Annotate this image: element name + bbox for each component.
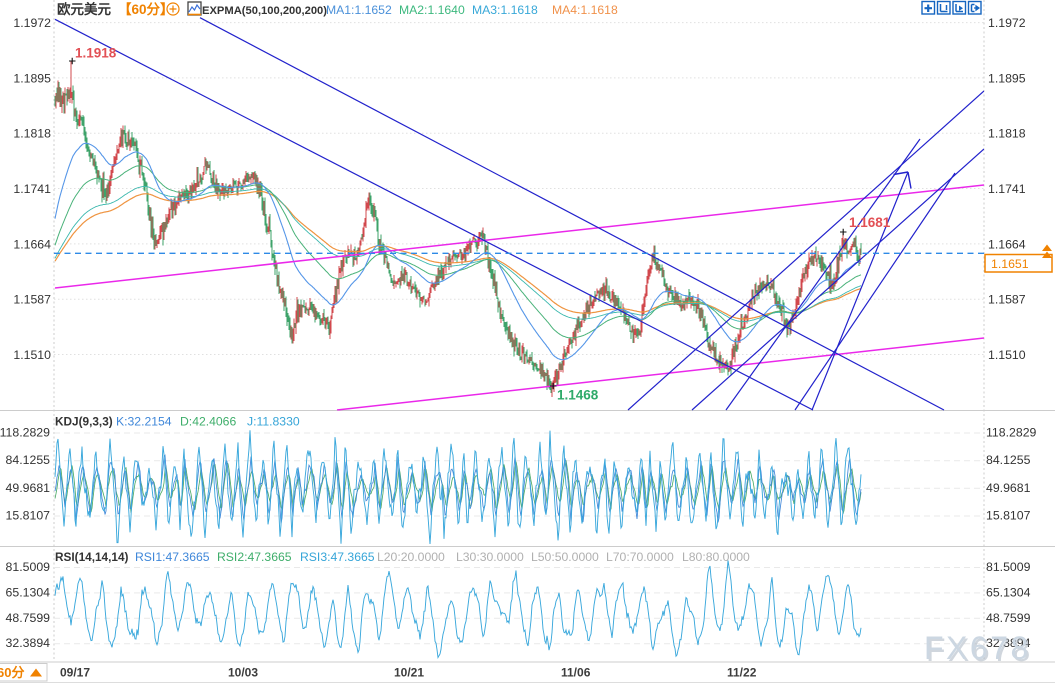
svg-text:KDJ(9,3,3): KDJ(9,3,3) [55, 415, 113, 429]
svg-text:1.1918: 1.1918 [75, 46, 117, 61]
svg-text:32.3894: 32.3894 [986, 636, 1031, 650]
svg-text:K:32.2154: K:32.2154 [116, 415, 172, 429]
svg-text:L50:50.0000: L50:50.0000 [531, 550, 599, 564]
svg-text:10/21: 10/21 [394, 666, 424, 680]
svg-text:1.1681: 1.1681 [849, 215, 891, 230]
svg-text:RSI2:47.3665: RSI2:47.3665 [217, 550, 292, 564]
svg-text:RSI(14,14,14): RSI(14,14,14) [55, 550, 129, 564]
svg-text:1.1587: 1.1587 [13, 293, 51, 307]
svg-text:1.1895: 1.1895 [13, 71, 51, 85]
svg-text:欧元美元: 欧元美元 [57, 1, 111, 17]
svg-text:11/06: 11/06 [561, 666, 591, 680]
svg-text:1.1818: 1.1818 [988, 127, 1026, 141]
svg-text:15.8107: 15.8107 [986, 509, 1031, 523]
svg-text:1.1651: 1.1651 [991, 257, 1029, 271]
svg-text:65.1304: 65.1304 [986, 585, 1031, 599]
svg-text:MA3:1.1618: MA3:1.1618 [472, 3, 538, 17]
svg-text:15.8107: 15.8107 [6, 509, 51, 523]
svg-text:1.1741: 1.1741 [13, 182, 51, 196]
svg-text:1.1741: 1.1741 [988, 182, 1026, 196]
svg-text:1.1972: 1.1972 [13, 16, 51, 30]
svg-text:【60分】: 【60分】 [118, 2, 174, 17]
svg-text:EXPMA(50,100,200,200): EXPMA(50,100,200,200) [202, 5, 327, 17]
svg-text:118.2829: 118.2829 [0, 426, 50, 440]
svg-text:1.1510: 1.1510 [988, 348, 1026, 362]
svg-text:65.1304: 65.1304 [6, 585, 51, 599]
svg-text:1.1895: 1.1895 [988, 71, 1026, 85]
svg-text:1.1818: 1.1818 [13, 127, 51, 141]
svg-text:1.1664: 1.1664 [988, 237, 1026, 251]
svg-text:MA2:1.1640: MA2:1.1640 [399, 3, 465, 17]
svg-text:RSI3:47.3665: RSI3:47.3665 [300, 550, 375, 564]
svg-text:81.5009: 81.5009 [986, 560, 1031, 574]
svg-text:1.1664: 1.1664 [13, 237, 51, 251]
svg-text:FX678: FX678 [924, 630, 1031, 666]
svg-text:11/22: 11/22 [727, 666, 757, 680]
svg-text:L20:20.0000: L20:20.0000 [377, 550, 445, 564]
svg-text:L80:80.0000: L80:80.0000 [682, 550, 750, 564]
svg-text:MA4:1.1618: MA4:1.1618 [552, 3, 618, 17]
svg-text:1.1972: 1.1972 [988, 16, 1026, 30]
svg-text:48.7599: 48.7599 [986, 611, 1031, 625]
svg-text:MA1:1.1652: MA1:1.1652 [326, 3, 392, 17]
svg-text:D:42.4066: D:42.4066 [180, 415, 236, 429]
svg-text:1.1468: 1.1468 [557, 388, 599, 403]
svg-text:1.1587: 1.1587 [988, 293, 1026, 307]
svg-text:60分: 60分 [0, 665, 24, 680]
svg-text:09/17: 09/17 [60, 666, 90, 680]
svg-text:10/03: 10/03 [228, 666, 258, 680]
svg-text:1.1510: 1.1510 [13, 348, 51, 362]
svg-text:48.7599: 48.7599 [6, 611, 51, 625]
svg-text:J:11.8330: J:11.8330 [247, 415, 300, 429]
svg-text:84.1255: 84.1255 [6, 453, 51, 467]
svg-text:L30:30.0000: L30:30.0000 [456, 550, 524, 564]
svg-text:FX678: FX678 [926, 632, 1033, 668]
svg-text:RSI1:47.3665: RSI1:47.3665 [135, 550, 210, 564]
svg-text:84.1255: 84.1255 [986, 453, 1031, 467]
svg-text:49.9681: 49.9681 [6, 481, 51, 495]
svg-text:118.2829: 118.2829 [986, 426, 1037, 440]
svg-text:L70:70.0000: L70:70.0000 [606, 550, 674, 564]
svg-text:49.9681: 49.9681 [986, 481, 1031, 495]
svg-text:32.3894: 32.3894 [6, 636, 51, 650]
svg-text:81.5009: 81.5009 [6, 560, 51, 574]
